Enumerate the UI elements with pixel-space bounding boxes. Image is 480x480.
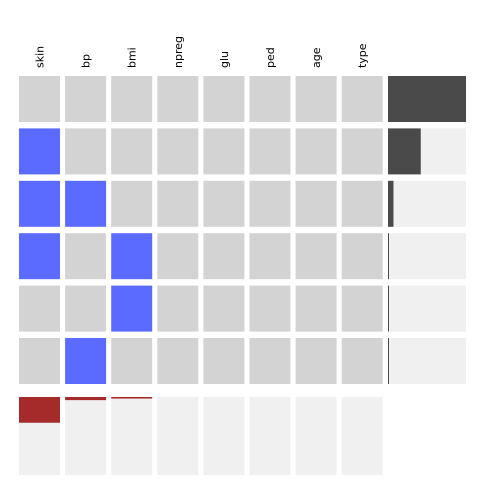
pattern-cell (341, 180, 383, 227)
pattern-cell (341, 128, 383, 175)
column-label: type (356, 43, 369, 68)
pattern-cell (111, 76, 153, 122)
pattern-cell (295, 233, 337, 280)
pattern-cell (249, 285, 291, 332)
column-missing-bar (19, 397, 60, 423)
pattern-cell (341, 233, 383, 280)
pattern-cell (19, 285, 60, 332)
pattern-cell (295, 338, 337, 384)
pattern-cell (203, 180, 245, 227)
pattern-cell (19, 128, 60, 175)
pattern-cell (157, 233, 199, 280)
column-bar-background (111, 397, 153, 475)
pattern-cell (341, 338, 383, 384)
row-bar-background (388, 233, 466, 280)
pattern-cell (19, 338, 60, 384)
pattern-cell (157, 128, 199, 175)
pattern-cell (249, 180, 291, 227)
pattern-cell (19, 76, 60, 122)
column-label: bmi (126, 47, 139, 68)
row-bar-background (388, 338, 466, 384)
row-frequency-bar (388, 233, 389, 280)
pattern-cell (157, 180, 199, 227)
row-frequency-bar (388, 338, 389, 384)
column-label: ped (264, 47, 277, 68)
pattern-cell (295, 76, 337, 122)
row-frequency-bar (388, 76, 466, 122)
column-label: skin (34, 46, 47, 68)
pattern-cell (203, 233, 245, 280)
pattern-cell (19, 180, 60, 227)
pattern-cell (157, 76, 199, 122)
pattern-cell (65, 180, 107, 227)
pattern-cell (295, 285, 337, 332)
column-label: bp (80, 54, 93, 68)
pattern-cell (65, 285, 107, 332)
pattern-cell (65, 76, 107, 122)
row-frequency-bar (388, 285, 389, 332)
pattern-cell (111, 285, 153, 332)
row-bar-background (388, 180, 466, 227)
pattern-cell (341, 285, 383, 332)
pattern-cell (65, 233, 107, 280)
pattern-cell (111, 128, 153, 175)
column-bar-background (249, 397, 291, 475)
column-bar-background (203, 397, 245, 475)
pattern-cell (65, 338, 107, 384)
column-label: npreg (172, 36, 185, 68)
pattern-cell (111, 338, 153, 384)
row-frequency-bar (388, 180, 394, 227)
pattern-cell (203, 76, 245, 122)
column-missing-bar (111, 397, 153, 399)
pattern-cell (19, 233, 60, 280)
pattern-cell (249, 338, 291, 384)
pattern-cell (341, 76, 383, 122)
column-bar-background (341, 397, 383, 475)
column-label: age (310, 47, 323, 68)
pattern-cell (203, 128, 245, 175)
pattern-cell (295, 180, 337, 227)
pattern-cell (111, 180, 153, 227)
pattern-cell (203, 285, 245, 332)
column-bar-background (295, 397, 337, 475)
column-bar-background (65, 397, 107, 475)
column-label: glu (218, 51, 231, 68)
pattern-cell (203, 338, 245, 384)
column-bar-background (157, 397, 199, 475)
pattern-cell (295, 128, 337, 175)
row-frequency-bar (388, 128, 421, 175)
pattern-cell (111, 233, 153, 280)
pattern-cell (249, 233, 291, 280)
pattern-cell (157, 285, 199, 332)
pattern-cell (249, 76, 291, 122)
row-bar-background (388, 285, 466, 332)
pattern-cell (65, 128, 107, 175)
column-missing-bar (65, 397, 107, 401)
pattern-cell (249, 128, 291, 175)
pattern-cell (157, 338, 199, 384)
